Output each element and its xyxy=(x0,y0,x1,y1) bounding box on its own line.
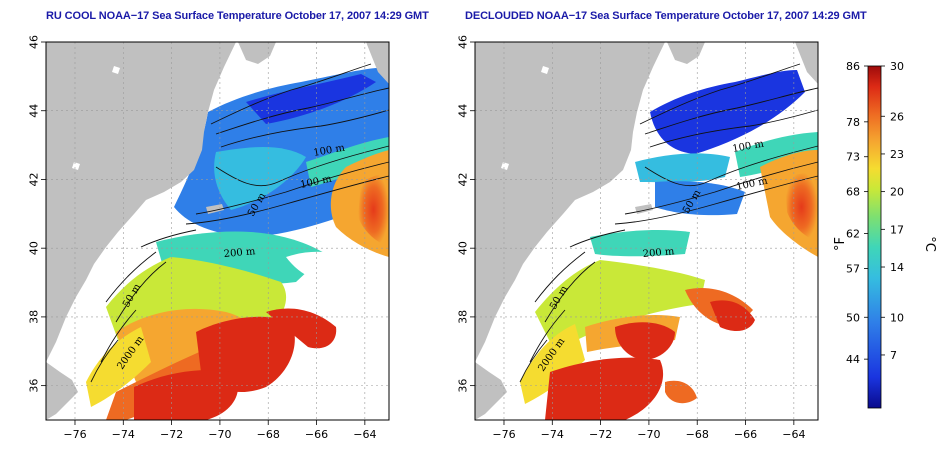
left-frame xyxy=(45,41,390,421)
colorbar-gradient xyxy=(867,65,882,409)
y-tick-label: 36 xyxy=(28,379,41,393)
x-tick-label: −66 xyxy=(305,428,328,441)
y-tick-label: 40 xyxy=(457,241,470,255)
x-tick-label: −74 xyxy=(112,428,135,441)
temperature-colorbar: 86 78 73 68 62 57 50 44 30 26 23 20 17 14 10 7 °F °C xyxy=(833,60,937,409)
x-tick-label: −72 xyxy=(160,428,183,441)
fahrenheit-tick-label: 86 xyxy=(846,60,860,73)
y-tick-label: 36 xyxy=(457,379,470,393)
fahrenheit-tick-label: 57 xyxy=(846,262,860,275)
y-tick-label: 38 xyxy=(28,310,41,324)
right-axis-ticks: −76 −74 −72 −70 −68 −66 −64 36 38 40 42 44 46 xyxy=(457,35,806,441)
fahrenheit-tick-label: 78 xyxy=(846,116,860,129)
y-tick-label: 46 xyxy=(457,35,470,49)
celsius-tick-label: 20 xyxy=(890,186,904,199)
celsius-tick-label: 10 xyxy=(890,311,904,324)
fahrenheit-tick-label: 73 xyxy=(846,151,860,164)
y-tick-label: 44 xyxy=(28,104,41,118)
fahrenheit-scale: 86 78 73 68 62 57 50 44 xyxy=(846,60,868,366)
right-frame xyxy=(474,41,819,421)
celsius-tick-label: 14 xyxy=(890,261,904,274)
x-tick-label: −68 xyxy=(257,428,280,441)
x-tick-label: −66 xyxy=(734,428,757,441)
celsius-tick-label: 30 xyxy=(890,60,904,73)
fahrenheit-tick-label: 50 xyxy=(846,311,860,324)
x-tick-label: −70 xyxy=(208,428,231,441)
fahrenheit-unit-label: °F xyxy=(833,237,848,251)
celsius-tick-label: 17 xyxy=(890,223,904,236)
y-tick-label: 42 xyxy=(28,172,41,186)
celsius-tick-label: 23 xyxy=(890,148,904,161)
contour-label: 200 m xyxy=(223,246,256,260)
right-panel-title: DECLOUDED NOAA−17 Sea Surface Temperatur… xyxy=(465,10,867,22)
x-tick-label: −64 xyxy=(782,428,805,441)
celsius-unit-label: °C xyxy=(922,236,937,252)
x-tick-label: −70 xyxy=(637,428,660,441)
y-tick-label: 40 xyxy=(28,241,41,255)
x-tick-label: −68 xyxy=(686,428,709,441)
celsius-tick-label: 26 xyxy=(890,110,904,123)
y-tick-label: 46 xyxy=(28,35,41,49)
celsius-tick-label: 7 xyxy=(890,349,897,362)
left-axis-ticks: −76 −74 −72 −70 −68 −66 −64 36 38 40 42 44 46 xyxy=(28,35,377,441)
x-tick-label: −76 xyxy=(63,428,86,441)
y-tick-label: 38 xyxy=(457,310,470,324)
x-tick-label: −76 xyxy=(492,428,515,441)
y-tick-label: 42 xyxy=(457,172,470,186)
x-tick-label: −72 xyxy=(589,428,612,441)
celsius-scale: 30 26 23 20 17 14 10 7 xyxy=(881,60,904,362)
fahrenheit-tick-label: 62 xyxy=(846,228,860,241)
x-tick-label: −74 xyxy=(541,428,564,441)
fahrenheit-tick-label: 68 xyxy=(846,186,860,199)
y-tick-label: 44 xyxy=(457,104,470,118)
left-panel-title: RU COOL NOAA−17 Sea Surface Temperature … xyxy=(46,10,429,22)
fahrenheit-tick-label: 44 xyxy=(846,353,860,366)
contour-label: 200 m xyxy=(642,246,675,260)
x-tick-label: −64 xyxy=(353,428,376,441)
